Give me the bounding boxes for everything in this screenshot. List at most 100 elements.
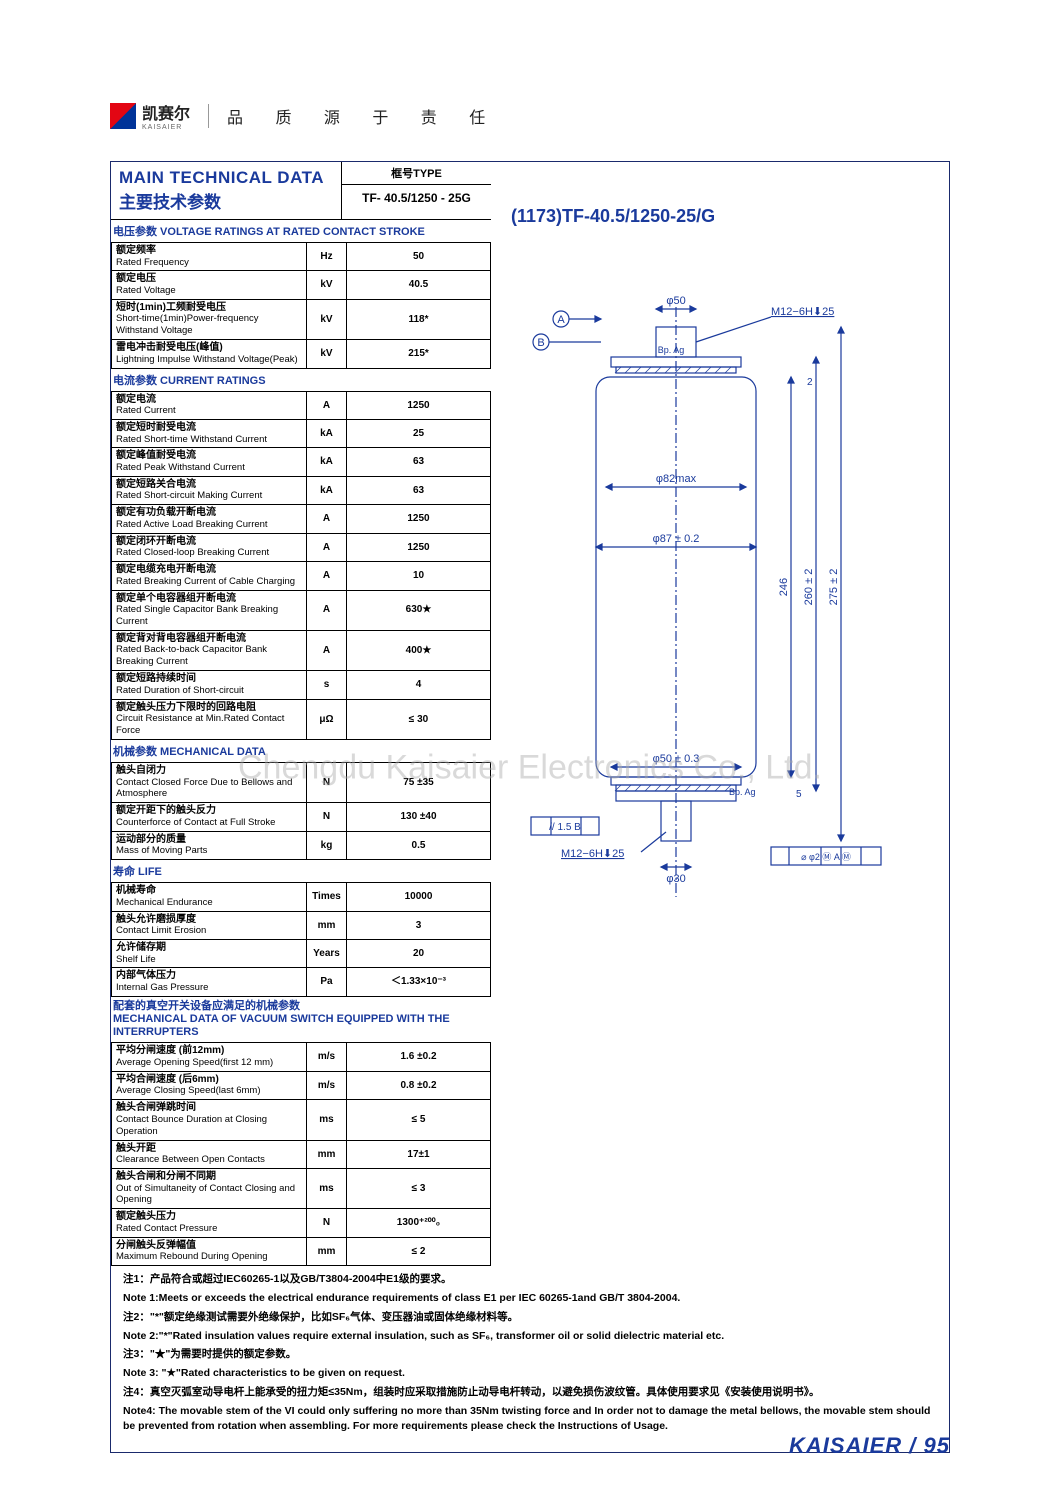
param-value: 75 ±35 [347, 763, 491, 803]
table-row: 额定单个电容器组开断电流Rated Single Capacitor Bank … [112, 590, 491, 630]
page-footer: KAISAIER / 95 [789, 1433, 950, 1459]
table-current: 额定电流Rated CurrentA1250额定短时耐受电流Rated Shor… [111, 391, 491, 740]
main-frame: MAIN TECHNICAL DATA 主要技术参数 框号TYPE TF- 40… [110, 161, 950, 1453]
svg-text:M12−6H⬇25: M12−6H⬇25 [771, 306, 834, 318]
table-row: 额定频率Rated FrequencyHz50 [112, 243, 491, 271]
param-unit: m/s [307, 1043, 347, 1071]
param-unit: Pa [307, 968, 347, 996]
param-label: 额定闭环开断电流Rated Closed-loop Breaking Curre… [112, 533, 307, 561]
param-value: 20 [347, 940, 491, 968]
table-row: 触头合闸和分闸不同期Out of Simultaneity of Contact… [112, 1169, 491, 1209]
table-life: 机械寿命Mechanical EnduranceTimes10000触头允许磨损… [111, 882, 491, 997]
table-row: 触头合闸弹跳时间Contact Bounce Duration at Closi… [112, 1100, 491, 1140]
svg-text:φ50: φ50 [666, 295, 685, 307]
param-label: 机械寿命Mechanical Endurance [112, 883, 307, 911]
svg-text:5: 5 [796, 789, 802, 800]
param-unit: N [307, 803, 347, 831]
footer-sep: / [909, 1433, 916, 1458]
param-label: 触头合闸和分闸不同期Out of Simultaneity of Contact… [112, 1169, 307, 1209]
product-code: (1173)TF-40.5/1250-25/G [511, 206, 949, 227]
note-line: 注1：产品符合或超过IEC60265-1以及GB/T3804-2004中E1级的… [123, 1272, 937, 1288]
param-label: 额定电压Rated Voltage [112, 271, 307, 299]
page-header: 凯赛尔 KAISAIER 品 质 源 于 责 任 [110, 100, 950, 131]
table-row: 触头允许磨损厚度Contact Limit Erosionmm3 [112, 911, 491, 939]
type-value: TF- 40.5/1250 - 25G [342, 185, 491, 211]
param-label: 额定短路关合电流Rated Short-circuit Making Curre… [112, 476, 307, 504]
param-value: 1.6 ±0.2 [347, 1043, 491, 1071]
param-value: 1250 [347, 505, 491, 533]
param-value: 25 [347, 420, 491, 448]
param-value: 0.5 [347, 831, 491, 859]
table-row: 额定短路关合电流Rated Short-circuit Making Curre… [112, 476, 491, 504]
table-switch: 平均分闸速度 (前12mm)Average Opening Speed(firs… [111, 1042, 491, 1266]
svg-text:2: 2 [807, 377, 813, 388]
table-row: 运动部分的质量Mass of Moving Partskg0.5 [112, 831, 491, 859]
title-en: MAIN TECHNICAL DATA [119, 168, 333, 188]
param-label: 额定触头压力下限时的回路电阻Circuit Resistance at Min.… [112, 699, 307, 739]
param-unit: Hz [307, 243, 347, 271]
param-value: 4 [347, 671, 491, 699]
param-unit: kV [307, 299, 347, 339]
param-value: 130 ±40 [347, 803, 491, 831]
param-value: 1250 [347, 391, 491, 419]
svg-text:φ50 ± 0.3: φ50 ± 0.3 [653, 753, 700, 765]
param-value: 17±1 [347, 1140, 491, 1168]
footer-brand: KAISAIER [789, 1433, 902, 1458]
table-row: 内部气体压力Internal Gas PressurePa＜1.33×10⁻³ [112, 968, 491, 996]
param-unit: A [307, 562, 347, 590]
param-label: 额定有功负载开断电流Rated Active Load Breaking Cur… [112, 505, 307, 533]
param-unit: A [307, 391, 347, 419]
param-label: 触头开距Clearance Between Open Contacts [112, 1140, 307, 1168]
note-line: 注4：真空灭弧室动导电杆上能承受的扭力矩≤35Nm，组装时应采取措施防止动导电杆… [123, 1385, 937, 1401]
param-unit: μΩ [307, 699, 347, 739]
param-value: 10 [347, 562, 491, 590]
param-unit: A [307, 505, 347, 533]
table-row: 额定闭环开断电流Rated Closed-loop Breaking Curre… [112, 533, 491, 561]
table-row: 允许储存期Shelf LifeYears20 [112, 940, 491, 968]
param-value: 118* [347, 299, 491, 339]
param-unit: mm [307, 911, 347, 939]
svg-text:246: 246 [778, 578, 790, 596]
param-label: 允许储存期Shelf Life [112, 940, 307, 968]
svg-text:275 ± 2: 275 ± 2 [828, 569, 840, 606]
param-unit: kA [307, 448, 347, 476]
svg-text:φ30: φ30 [666, 873, 685, 885]
param-unit: kg [307, 831, 347, 859]
table-voltage: 额定频率Rated FrequencyHz50额定电压Rated Voltage… [111, 242, 491, 369]
param-label: 平均合闸速度 (后6mm)Average Closing Speed(last … [112, 1071, 307, 1099]
table-row: 雷电冲击耐受电压(峰值)Lightning Impulse Withstand … [112, 340, 491, 368]
svg-text:A: A [557, 314, 565, 326]
param-value: 630★ [347, 590, 491, 630]
param-value: 63 [347, 476, 491, 504]
table-row: 触头开距Clearance Between Open Contactsmm17±… [112, 1140, 491, 1168]
param-value: 50 [347, 243, 491, 271]
table-row: 平均分闸速度 (前12mm)Average Opening Speed(firs… [112, 1043, 491, 1071]
slogan: 品 质 源 于 责 任 [208, 104, 499, 128]
param-unit: s [307, 671, 347, 699]
param-value: ≤ 5 [347, 1100, 491, 1140]
svg-text:M12−6H⬇25: M12−6H⬇25 [561, 848, 624, 860]
switch-header-en: MECHANICAL DATA OF VACUUM SWITCH EQUIPPE… [113, 1013, 450, 1038]
param-unit: A [307, 533, 347, 561]
param-label: 额定电流Rated Current [112, 391, 307, 419]
param-label: 触头自闭力Contact Closed Force Due to Bellows… [112, 763, 307, 803]
technical-diagram: A B φ50 M12−6H⬇25 Bp. Ag [511, 287, 891, 907]
param-unit: N [307, 1209, 347, 1237]
section-current: 电流参数 CURRENT RATINGS [111, 369, 491, 391]
table-row: 额定短路持续时间Rated Duration of Short-circuits… [112, 671, 491, 699]
param-label: 内部气体压力Internal Gas Pressure [112, 968, 307, 996]
param-value: 63 [347, 448, 491, 476]
type-label: 框号TYPE [342, 162, 491, 185]
param-unit: A [307, 630, 347, 670]
table-row: 触头自闭力Contact Closed Force Due to Bellows… [112, 763, 491, 803]
logo-mark [110, 103, 136, 129]
param-value: ≤ 2 [347, 1237, 491, 1265]
diagram-column: (1173)TF-40.5/1250-25/G [511, 162, 949, 1266]
param-unit: kA [307, 476, 347, 504]
param-unit: ms [307, 1100, 347, 1140]
param-unit: N [307, 763, 347, 803]
svg-text:φ87 ± 0.2: φ87 ± 0.2 [653, 533, 700, 545]
param-unit: kV [307, 340, 347, 368]
section-life: 寿命 LIFE [111, 860, 491, 882]
param-value: 1300⁺²⁰⁰₀ [347, 1209, 491, 1237]
